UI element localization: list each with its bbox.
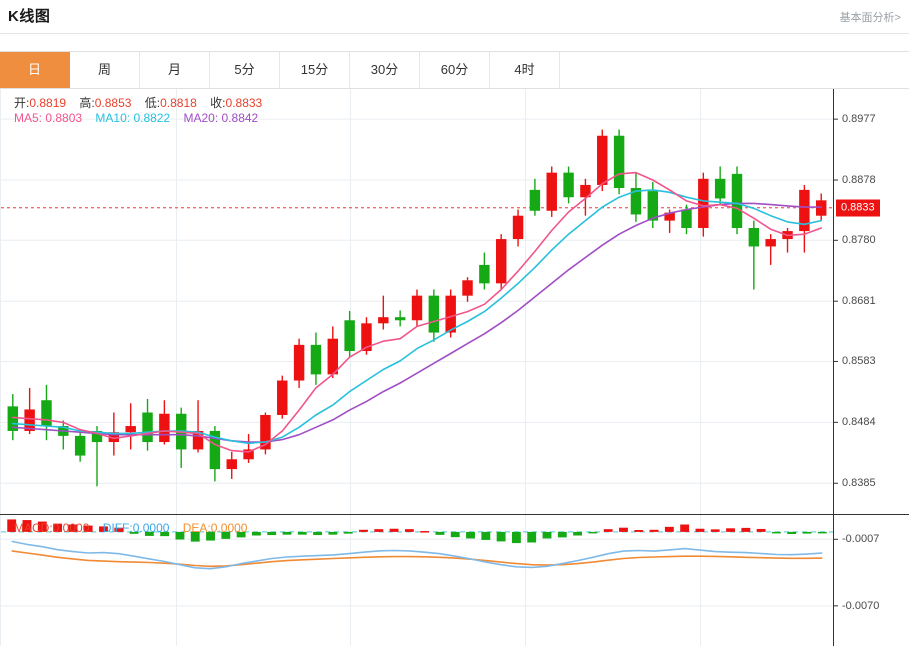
timeframe-tab-bar: 日周月 5分 15分 30分 60分 4时 (0, 51, 909, 89)
candlestick-svg (0, 89, 838, 514)
tab-0[interactable]: 日 (0, 52, 70, 88)
tab-5[interactable]: 30分 (350, 52, 420, 88)
price-axis-tick-0: 0.8977 (842, 113, 876, 126)
tab-7[interactable]: 4时 (490, 52, 560, 88)
price-chart-panel[interactable]: 开:0.8819 高:0.8853 低:0.8818 收:0.8833 MA5:… (0, 89, 909, 514)
macd-svg (0, 515, 838, 646)
price-axis-tick-6: 0.8385 (842, 477, 876, 490)
tab-4[interactable]: 15分 (280, 52, 350, 88)
tab-1[interactable]: 周 (70, 52, 140, 88)
header-divider (0, 33, 909, 34)
current-price-tag: 0.8833 (836, 199, 880, 217)
price-axis-tick-3: 0.8681 (842, 295, 876, 308)
macd-chart-panel[interactable]: MACD:0.0000 DIFF:0.0000 DEA:0.0000 -0.00… (0, 514, 909, 646)
macd-axis-tick-1: -0.0070 (842, 599, 880, 612)
widget-header: K线图 基本面分析> (0, 0, 909, 32)
price-axis-tick-1: 0.8878 (842, 174, 876, 187)
price-axis-tick-5: 0.8484 (842, 416, 876, 429)
tab-6[interactable]: 60分 (420, 52, 490, 88)
tab-3[interactable]: 5分 (210, 52, 280, 88)
price-axis-tick-4: 0.8583 (842, 355, 876, 368)
macd-axis-tick-0: -0.0007 (842, 533, 880, 546)
tab-bar-filler (560, 52, 909, 88)
price-axis-tick-2: 0.8780 (842, 234, 876, 247)
fundamental-analysis-link[interactable]: 基本面分析> (839, 12, 901, 24)
page-title: K线图 (8, 8, 51, 25)
tab-2[interactable]: 月 (140, 52, 210, 88)
